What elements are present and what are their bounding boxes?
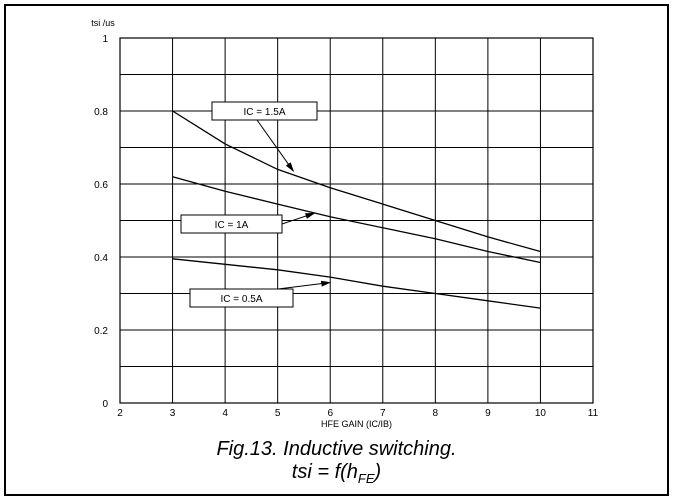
- y-tick-label: 0: [102, 399, 108, 410]
- figure-frame: [4, 4, 669, 496]
- x-tick-label: 7: [380, 408, 386, 419]
- y-axis-label: tsi /us: [91, 18, 115, 28]
- series-line: [172, 258, 541, 309]
- caption-formula-suffix: ): [374, 461, 382, 483]
- annotation-box: [189, 288, 294, 308]
- y-tick-label: 0.6: [94, 180, 108, 191]
- annotation-label: IC = 0.5A: [221, 294, 263, 305]
- annotation-arrow: [281, 212, 316, 225]
- annotation-box: [211, 101, 318, 121]
- x-tick-label: 3: [170, 408, 176, 419]
- y-tick-label: 0.8: [94, 107, 108, 118]
- series-line: [172, 176, 541, 264]
- plot-area-border: [119, 37, 594, 404]
- caption-line-1: Fig.13. Inductive switching.: [216, 438, 457, 460]
- series-line: [172, 110, 541, 253]
- annotation-label: IC = 1A: [215, 220, 249, 231]
- annotation-arrow: [277, 280, 332, 290]
- x-tick-label: 9: [485, 408, 491, 419]
- annotation-arrow: [256, 119, 295, 173]
- x-tick-label: 11: [588, 408, 599, 419]
- caption-line-2: tsi = f(hFE): [0, 461, 673, 490]
- figure-caption: Fig.13. Inductive switching. tsi = f(hFE…: [0, 438, 673, 490]
- x-tick-label: 6: [327, 408, 333, 419]
- x-tick-label: 10: [535, 408, 547, 419]
- annotation-label: IC = 1.5A: [244, 107, 286, 118]
- x-tick-label: 4: [222, 408, 228, 419]
- y-tick-label: 1: [102, 34, 108, 45]
- x-tick-label: 8: [433, 408, 439, 419]
- caption-formula-prefix: tsi = f(h: [291, 461, 358, 483]
- caption-formula-subscript: FE: [357, 471, 375, 486]
- y-tick-label: 0.2: [94, 326, 108, 337]
- x-tick-label: 5: [275, 408, 281, 419]
- y-tick-label: 0.4: [94, 253, 108, 264]
- x-axis-label: HFE GAIN (IC/IB): [321, 419, 392, 429]
- x-tick-label: 2: [117, 408, 123, 419]
